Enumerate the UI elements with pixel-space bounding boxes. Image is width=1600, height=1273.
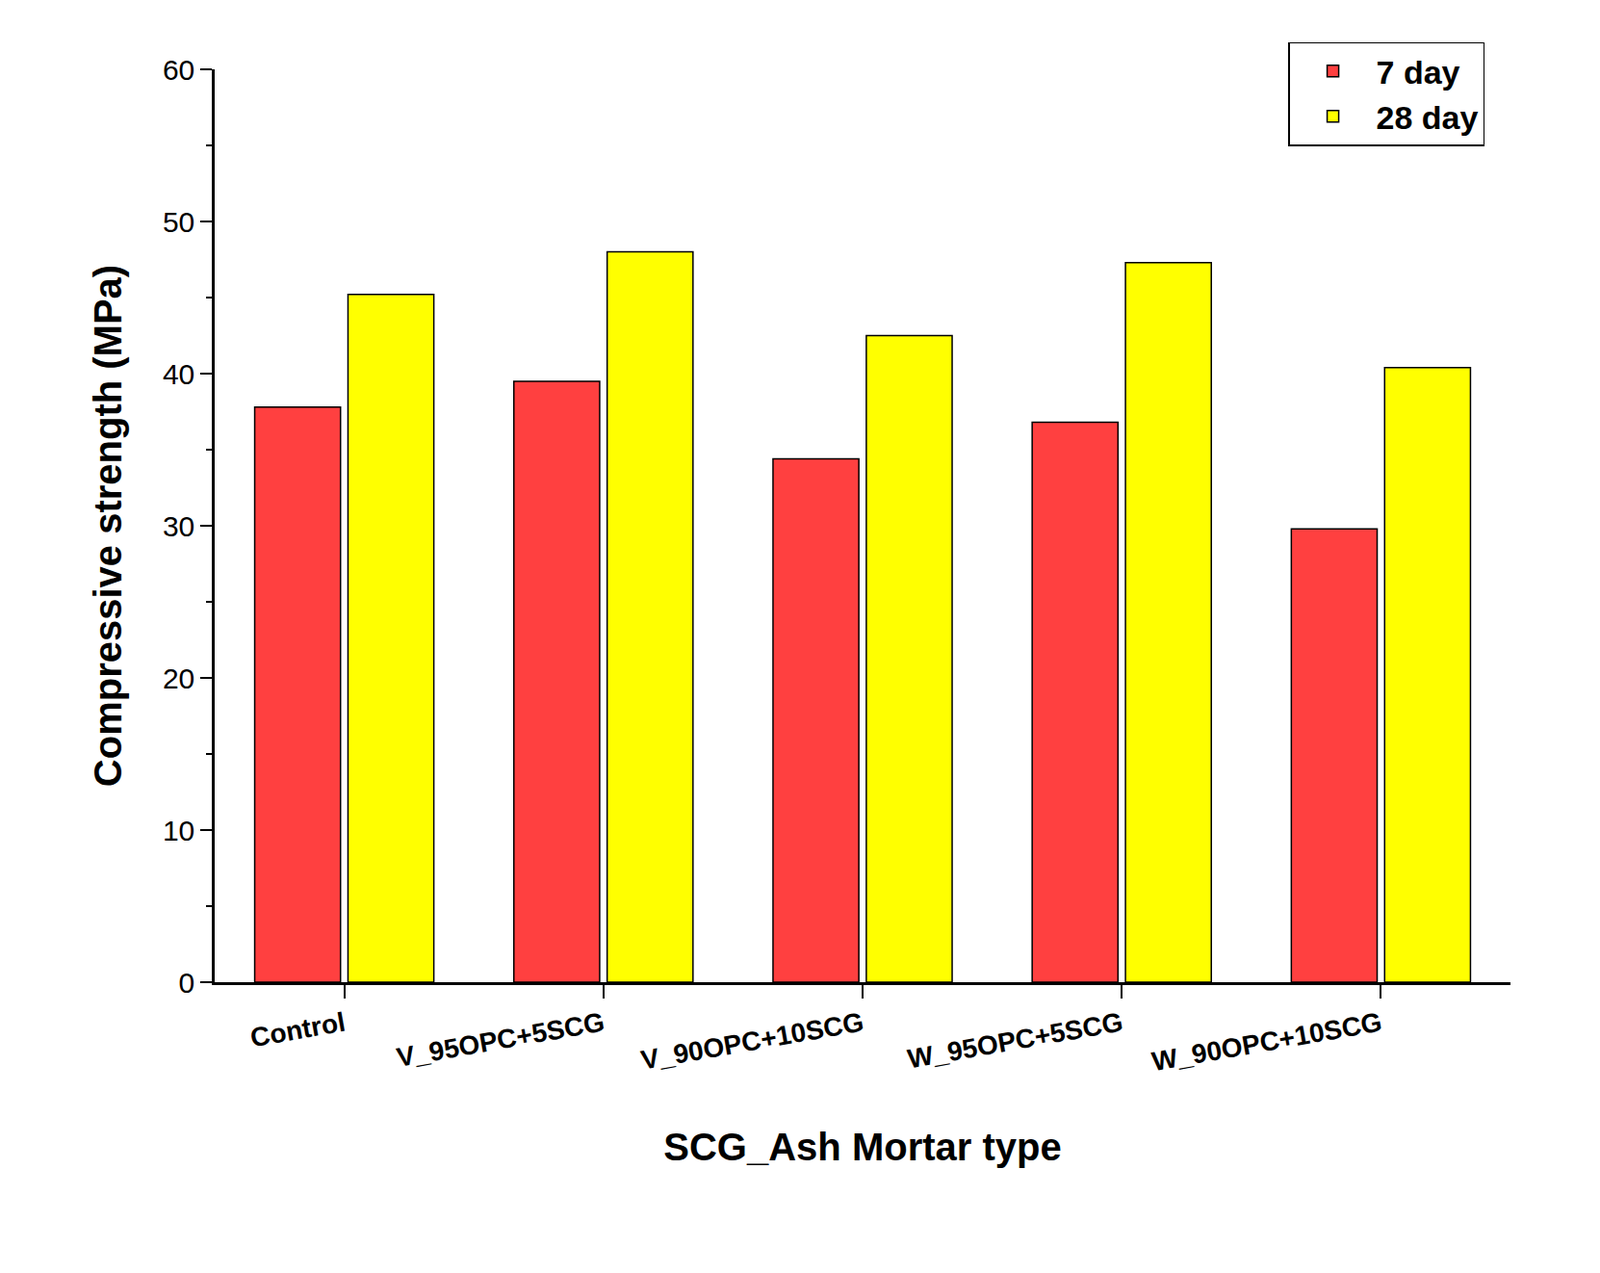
svg-text:Compressive strength (MPa): Compressive strength (MPa) xyxy=(86,264,130,787)
svg-text:10: 10 xyxy=(162,814,195,847)
svg-text:28 day: 28 day xyxy=(1376,99,1479,136)
svg-text:SCG_Ash Mortar type: SCG_Ash Mortar type xyxy=(663,1125,1061,1168)
svg-text:20: 20 xyxy=(162,662,195,695)
svg-text:7 day: 7 day xyxy=(1376,53,1461,91)
svg-text:V_90OPC+10SCG: V_90OPC+10SCG xyxy=(638,1006,866,1076)
svg-text:40: 40 xyxy=(162,358,195,390)
svg-text:Control: Control xyxy=(248,1006,348,1054)
svg-text:30: 30 xyxy=(162,510,195,542)
svg-text:W_90OPC+10SCG: W_90OPC+10SCG xyxy=(1149,1006,1385,1078)
svg-text:60: 60 xyxy=(162,53,195,86)
svg-text:0: 0 xyxy=(179,966,196,999)
svg-text:V_95OPC+5SCG: V_95OPC+5SCG xyxy=(394,1006,608,1074)
svg-text:W_95OPC+5SCG: W_95OPC+5SCG xyxy=(904,1006,1125,1075)
svg-text:50: 50 xyxy=(162,206,195,238)
